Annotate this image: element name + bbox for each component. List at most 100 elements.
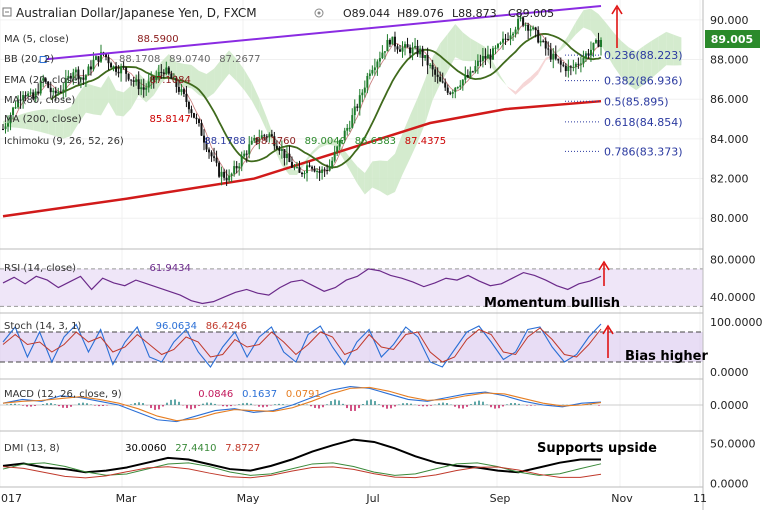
cloud-segment bbox=[229, 50, 237, 82]
candle-body bbox=[321, 169, 324, 174]
candle-body bbox=[474, 66, 477, 72]
price-tick-label: 82.000 bbox=[710, 173, 749, 186]
indicator-tick-label: 40.0000 bbox=[710, 291, 756, 304]
indicator-label-ema20: EMA (20, close) bbox=[4, 75, 82, 86]
candle-body bbox=[351, 115, 354, 128]
stoch-k-line bbox=[2, 323, 602, 368]
candle-body bbox=[557, 58, 560, 61]
cloud-segment bbox=[349, 157, 358, 184]
cloud-segment bbox=[281, 157, 290, 175]
main-panel[interactable]: 0.236(88.223) 0.382(86.936) 0.5(85.895) 0.6… bbox=[0, 0, 703, 487]
cloud-segment bbox=[214, 59, 222, 94]
candle-body bbox=[283, 149, 286, 159]
candle-body bbox=[333, 151, 336, 161]
candle-body bbox=[258, 138, 261, 142]
cloud-segment bbox=[651, 36, 659, 79]
indicator-value: 27.4410 bbox=[175, 443, 216, 454]
candle-body bbox=[52, 90, 55, 93]
cloud-segment bbox=[63, 106, 71, 139]
candle-body bbox=[69, 75, 72, 79]
candle-body bbox=[122, 66, 125, 68]
candle-body bbox=[157, 71, 160, 77]
indicator-value: 0.1637 bbox=[242, 389, 277, 400]
candle-body bbox=[175, 77, 178, 87]
settings-icon[interactable] bbox=[314, 8, 324, 18]
candle-body bbox=[454, 87, 457, 93]
candle-body bbox=[210, 152, 213, 157]
candle-body bbox=[356, 106, 359, 108]
up-arrow-icon bbox=[611, 4, 623, 48]
cloud-segment bbox=[530, 69, 539, 83]
symbol-toggle-icon[interactable] bbox=[2, 7, 12, 17]
candle-body bbox=[77, 69, 80, 80]
candle-body bbox=[92, 59, 95, 70]
candle-body bbox=[42, 78, 45, 81]
indicator-label-ichimoku: Ichimoku (9, 26, 52, 26) bbox=[4, 136, 124, 147]
cloud-segment bbox=[251, 82, 260, 115]
price-axis[interactable]: 90.000 88.000 86.000 84.000 82.000 80.000 bbox=[710, 14, 749, 225]
candle-body bbox=[145, 87, 148, 90]
candle-body bbox=[466, 74, 469, 77]
macd-panel[interactable] bbox=[0, 385, 703, 423]
adx-line bbox=[2, 438, 601, 474]
cloud-segment bbox=[327, 138, 335, 146]
candle-body bbox=[361, 92, 364, 96]
candle-body bbox=[494, 47, 497, 49]
candle-body bbox=[24, 95, 27, 97]
cloud-segment bbox=[161, 54, 169, 84]
candle-body bbox=[368, 73, 371, 76]
cloud-segment bbox=[93, 85, 101, 116]
candle-body bbox=[331, 160, 334, 168]
candle-body bbox=[120, 66, 123, 74]
candle-body bbox=[554, 53, 557, 59]
candle-body bbox=[552, 53, 555, 60]
rsi-panel[interactable] bbox=[0, 260, 703, 307]
candle-body bbox=[326, 169, 329, 171]
cloud-segment bbox=[590, 8, 599, 41]
candle-body bbox=[49, 87, 52, 93]
rsi-line bbox=[2, 268, 602, 305]
candle-body bbox=[589, 49, 592, 56]
fib-label: 0.236(88.223) bbox=[604, 49, 683, 62]
cloud-segment bbox=[477, 42, 486, 61]
arrow-head bbox=[611, 4, 623, 15]
candle-body bbox=[376, 61, 379, 68]
candle-body bbox=[391, 36, 394, 45]
candle-body bbox=[444, 82, 447, 88]
indicator-label-stoch: Stoch (14, 3, 1) bbox=[4, 321, 81, 332]
indicator-label-rsi: RSI (14, close) bbox=[4, 263, 76, 274]
candle-body bbox=[519, 17, 522, 19]
candle-body bbox=[220, 171, 223, 177]
time-axis[interactable]: 2017 Mar May Jul Sep Nov 11 bbox=[0, 492, 707, 505]
indicator-value: 89.0040 bbox=[305, 136, 346, 147]
candle-body bbox=[316, 170, 319, 172]
candle-body bbox=[7, 123, 10, 127]
candle-body bbox=[2, 128, 4, 130]
macd-signal-line bbox=[2, 386, 602, 422]
cloud-segment bbox=[18, 112, 26, 129]
candle-body bbox=[248, 144, 251, 155]
candle-body bbox=[451, 92, 454, 94]
cloud-segment bbox=[447, 24, 456, 72]
candle-body bbox=[39, 80, 42, 94]
candle-body bbox=[306, 165, 309, 174]
candle-body bbox=[32, 92, 35, 99]
candle-body bbox=[559, 60, 562, 65]
candle-body bbox=[378, 58, 381, 62]
candle-body bbox=[59, 91, 62, 93]
candle-body bbox=[34, 91, 37, 99]
price-tick-label: 86.000 bbox=[710, 93, 749, 106]
dmi-panel[interactable] bbox=[2, 438, 602, 479]
candle-body bbox=[507, 38, 510, 40]
candle-body bbox=[295, 167, 298, 169]
candle-body bbox=[514, 29, 517, 34]
cloud-segment bbox=[470, 38, 478, 62]
ma-200-line bbox=[2, 99, 602, 218]
stoch-panel[interactable] bbox=[0, 323, 703, 368]
candle-body bbox=[409, 47, 412, 54]
candle-body bbox=[461, 79, 464, 86]
candle-body bbox=[238, 166, 241, 169]
candle-body bbox=[160, 71, 163, 73]
candle-body bbox=[218, 162, 221, 177]
